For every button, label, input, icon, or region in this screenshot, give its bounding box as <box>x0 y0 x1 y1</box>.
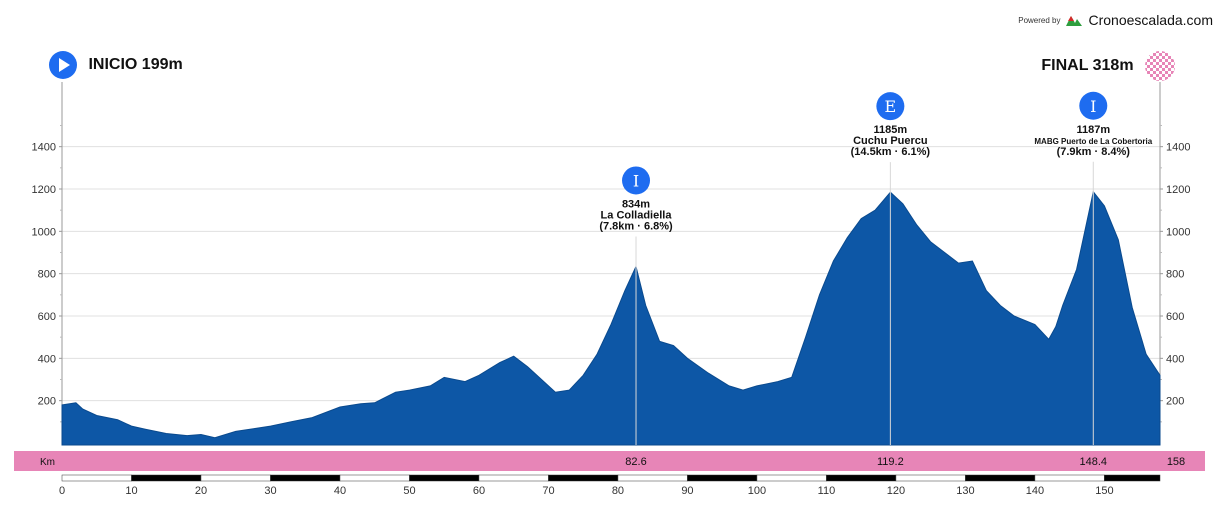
x-tick-label: 70 <box>542 485 554 497</box>
powered-by-text: Powered by <box>1018 15 1061 25</box>
x-tick-label: 120 <box>887 485 905 497</box>
km-scale-segment <box>270 474 341 482</box>
x-tick-label: 40 <box>334 485 346 497</box>
y-tick-label-right: 1200 <box>1166 184 1190 196</box>
x-tick-label: 60 <box>473 485 485 497</box>
km-band-mark: 158 <box>1167 456 1185 468</box>
km-scale-segment <box>61 474 132 482</box>
brand-name: Cronoescalada.com <box>1088 12 1213 28</box>
y-tick-label-left: 400 <box>38 353 56 365</box>
x-tick-label: 20 <box>195 485 207 497</box>
y-tick-label-right: 200 <box>1166 396 1184 408</box>
start-header: INICIO 199m <box>48 50 183 80</box>
km-scale-segment <box>131 474 202 482</box>
y-tick-label-right: 1400 <box>1166 142 1190 154</box>
km-band-mark: 82.6 <box>625 456 646 468</box>
km-scale-segment <box>200 474 271 482</box>
km-scale-segment <box>339 474 410 482</box>
climb-altitude: 834m <box>622 198 650 210</box>
finish-label: FINAL 318m <box>1041 57 1134 74</box>
climb-name: La Colladiella <box>601 209 673 221</box>
x-tick-label: 0 <box>59 485 65 497</box>
x-tick-label: 10 <box>125 485 137 497</box>
climb-altitude: 1185m <box>874 124 908 136</box>
y-tick-label-left: 1000 <box>32 226 56 238</box>
y-tick-label-left: 200 <box>38 396 56 408</box>
climb-detail: (7.8km · 6.8%) <box>599 220 673 232</box>
checkered-flag-icon <box>1145 51 1175 81</box>
climb-name: Cuchu Puercu <box>853 135 928 147</box>
y-tick-label-right: 600 <box>1166 311 1184 323</box>
km-scale-segment <box>965 474 1036 482</box>
x-tick-label: 100 <box>748 485 766 497</box>
km-scale-segment <box>826 474 897 482</box>
y-tick-label-left: 1400 <box>32 142 56 154</box>
km-scale-segment <box>1034 474 1105 482</box>
climb-category-symbol: I <box>1090 97 1096 116</box>
km-scale-segment <box>409 474 480 482</box>
climb-category-badge <box>876 92 905 121</box>
km-scale-segment <box>895 474 966 482</box>
climb-detail: (14.5km · 6.1%) <box>851 146 931 158</box>
km-scale-segment <box>756 474 827 482</box>
km-scale-segment <box>548 474 619 482</box>
x-tick-label: 90 <box>681 485 693 497</box>
climb-category-badge <box>1079 91 1108 120</box>
y-tick-label-right: 400 <box>1166 353 1184 365</box>
x-tick-label: 30 <box>264 485 276 497</box>
x-tick-label: 80 <box>612 485 624 497</box>
km-band-mark: 148.4 <box>1080 456 1108 468</box>
finish-header: FINAL 318m <box>1041 50 1176 82</box>
km-band-label: Km <box>40 457 55 468</box>
y-tick-label-left: 600 <box>38 311 56 323</box>
climb-category-badge <box>622 166 651 195</box>
elevation-profile-area <box>61 190 1161 446</box>
climb-category-symbol: E <box>885 97 897 116</box>
brand: Powered by Cronoescalada.com <box>1018 12 1213 28</box>
mountain-logo-icon <box>1066 16 1083 26</box>
km-band <box>14 451 1205 471</box>
climb-detail: (7.9km · 8.4%) <box>1057 146 1131 158</box>
x-tick-label: 110 <box>818 485 836 497</box>
km-scale-segment <box>478 474 549 482</box>
x-tick-label: 50 <box>403 485 415 497</box>
y-tick-label-right: 1000 <box>1166 226 1190 238</box>
y-tick-label-left: 1200 <box>32 184 56 196</box>
climb-name: MABG Puerto de La Cobertoria <box>1034 137 1152 146</box>
km-scale-segment <box>687 474 758 482</box>
climb-category-symbol: I <box>633 171 639 190</box>
y-tick-label-left: 800 <box>38 269 56 281</box>
x-tick-label: 130 <box>956 485 974 497</box>
km-scale-segment <box>617 474 688 482</box>
x-tick-label: 140 <box>1026 485 1044 497</box>
start-label: INICIO 199m <box>88 56 183 73</box>
km-scale-segment <box>1104 474 1161 482</box>
km-band-mark: 119.2 <box>877 456 904 468</box>
y-tick-label-right: 800 <box>1166 269 1184 281</box>
x-tick-label: 150 <box>1095 485 1113 497</box>
climb-altitude: 1187m <box>1076 124 1110 136</box>
play-icon <box>49 51 77 79</box>
